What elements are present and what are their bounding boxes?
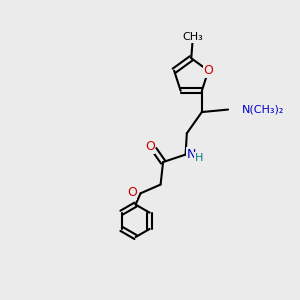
Text: H: H xyxy=(195,153,203,163)
Text: O: O xyxy=(127,186,137,199)
Text: N(CH₃)₂: N(CH₃)₂ xyxy=(242,105,284,115)
Text: N: N xyxy=(187,148,196,160)
Text: CH₃: CH₃ xyxy=(182,32,203,43)
Text: O: O xyxy=(145,140,155,153)
Text: O: O xyxy=(203,64,213,77)
